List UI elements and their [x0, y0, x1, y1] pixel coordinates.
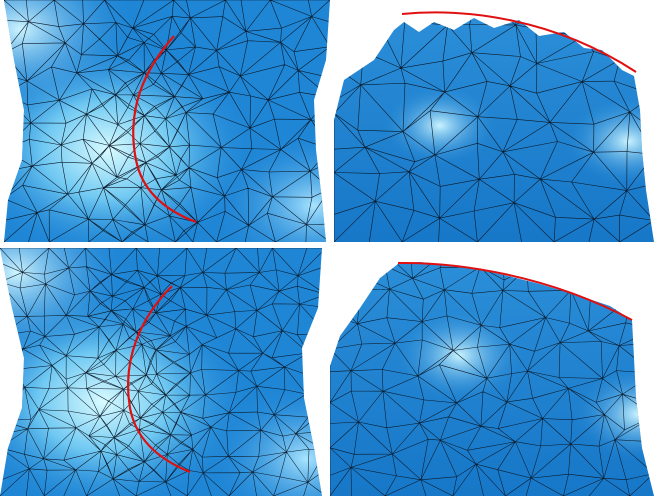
- mesh-edges: [4, 0, 330, 242]
- triangle-mesh: [4, 0, 330, 242]
- panel-top-left: [4, 0, 330, 242]
- mesh-render-top-left: [4, 0, 330, 242]
- panel-bottom-right: [330, 248, 654, 496]
- red-curve: [132, 35, 197, 224]
- mesh-render-bottom-left: [0, 248, 322, 496]
- mesh-render-bottom-right: [330, 261, 654, 496]
- panel-bottom-left: [0, 248, 326, 496]
- red-curve: [397, 261, 633, 321]
- red-curve: [127, 285, 191, 474]
- panel-top-right: [334, 0, 654, 242]
- mesh-render-top-right: [334, 11, 654, 242]
- red-curve: [401, 11, 637, 73]
